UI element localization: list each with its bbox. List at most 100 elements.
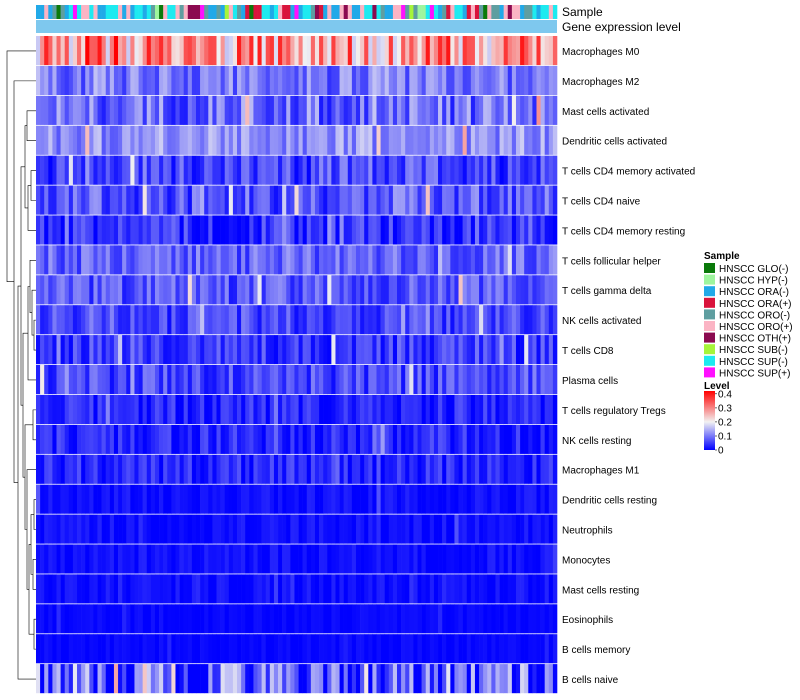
heatmap-cell [64,125,70,155]
heatmap-cell [507,454,513,484]
heatmap-cell [552,574,558,604]
heatmap-cell [290,394,295,425]
heatmap-cell [401,574,406,604]
heatmap-cell [253,634,258,664]
heatmap-cell [339,245,344,275]
heatmap-cell [81,215,86,245]
heatmap-cell [536,36,541,66]
heatmap-cell [302,454,308,484]
heatmap-cell [77,424,82,454]
heatmap-cell [548,215,554,245]
heatmap-cell [503,36,509,66]
heatmap-cell [56,514,61,544]
heatmap-cell [364,335,369,365]
heatmap-cell [495,664,500,694]
heatmap-cell [60,245,66,275]
heatmap-cell [134,215,139,245]
heatmap-cell [540,514,545,544]
sample-annotation-cell [421,5,427,19]
heatmap-cell [392,574,398,604]
heatmap-cell [466,634,472,664]
heatmap-cell [401,335,406,365]
heatmap-cell [224,424,230,454]
heatmap-cell [479,215,484,245]
heatmap-cell [323,95,328,125]
heatmap-cell [507,574,513,604]
heatmap-cell [339,95,344,125]
heatmap-cell [310,95,316,125]
heatmap-cell [351,245,357,275]
heatmap-cell [89,424,94,454]
heatmap-cell [536,454,541,484]
heatmap-cell [126,65,131,96]
heatmap-cell [44,484,49,514]
heatmap-cell [64,664,70,694]
heatmap-cell [479,514,484,544]
heatmap-cell [204,634,209,664]
heatmap-cell [138,305,143,335]
heatmap-cell [339,185,344,215]
heatmap-cell [306,65,312,96]
heatmap-cell [278,95,283,125]
heatmap-cell [347,454,353,484]
heatmap-cell [470,65,476,96]
heatmap-cell [364,95,369,125]
heatmap-cell [200,185,205,215]
heatmap-cell [405,664,410,694]
heatmap-cell [105,574,111,604]
heatmap-cell [462,394,468,425]
heatmap-cell [48,335,53,365]
heatmap-cell [380,95,385,125]
heatmap-cell [93,424,98,454]
heatmap-cell [417,544,422,574]
heatmap-cell [524,245,529,275]
heatmap-cell [503,664,509,694]
heatmap-cell [60,95,66,125]
heatmap-cell [40,335,45,365]
heatmap-cell [425,454,431,484]
heatmap-cell [343,155,349,185]
heatmap-cell [319,424,324,454]
heatmap-cell [204,365,209,395]
heatmap-cell [64,514,70,544]
heatmap-cell [167,664,172,694]
heatmap-cell [360,394,365,425]
heatmap-cell [413,155,418,185]
heatmap-cell [319,574,324,604]
heatmap-cell [454,275,459,305]
sample-annotation-cell [405,5,410,19]
heatmap-cell [81,275,86,305]
heatmap-cell [368,215,373,245]
heatmap-cell [487,36,492,66]
heatmap-cell [146,185,152,215]
heatmap-cell [257,305,262,335]
heatmap-cell [171,454,176,484]
heatmap-cell [237,215,242,245]
heatmap-cell [429,574,435,604]
heatmap-cell [93,215,98,245]
heatmap-cell [216,36,221,66]
heatmap-cell [97,514,102,544]
heatmap-cell [470,125,476,155]
legend-sample-label: HNSCC OTH(+) [719,334,791,345]
heatmap-cell [442,454,447,484]
heatmap-cell [278,36,283,66]
sample-annotation-cell [257,5,262,19]
heatmap-cell [319,544,324,574]
heatmap-cell [237,574,242,604]
heatmap-cell [220,604,226,634]
heatmap-cell [253,125,258,155]
heatmap-cell [515,424,521,454]
heatmap-cell [290,95,295,125]
heatmap-cell [327,365,332,395]
heatmap-cell [265,454,271,484]
heatmap-cell [89,394,94,425]
heatmap-cell [397,484,402,514]
heatmap-cell [134,514,139,544]
heatmap-cell [458,65,463,96]
heatmap-cell [536,65,541,96]
heatmap-cell [195,454,201,484]
heatmap-cell [187,185,193,215]
heatmap-cell [544,514,550,544]
heatmap-cell [552,664,558,694]
